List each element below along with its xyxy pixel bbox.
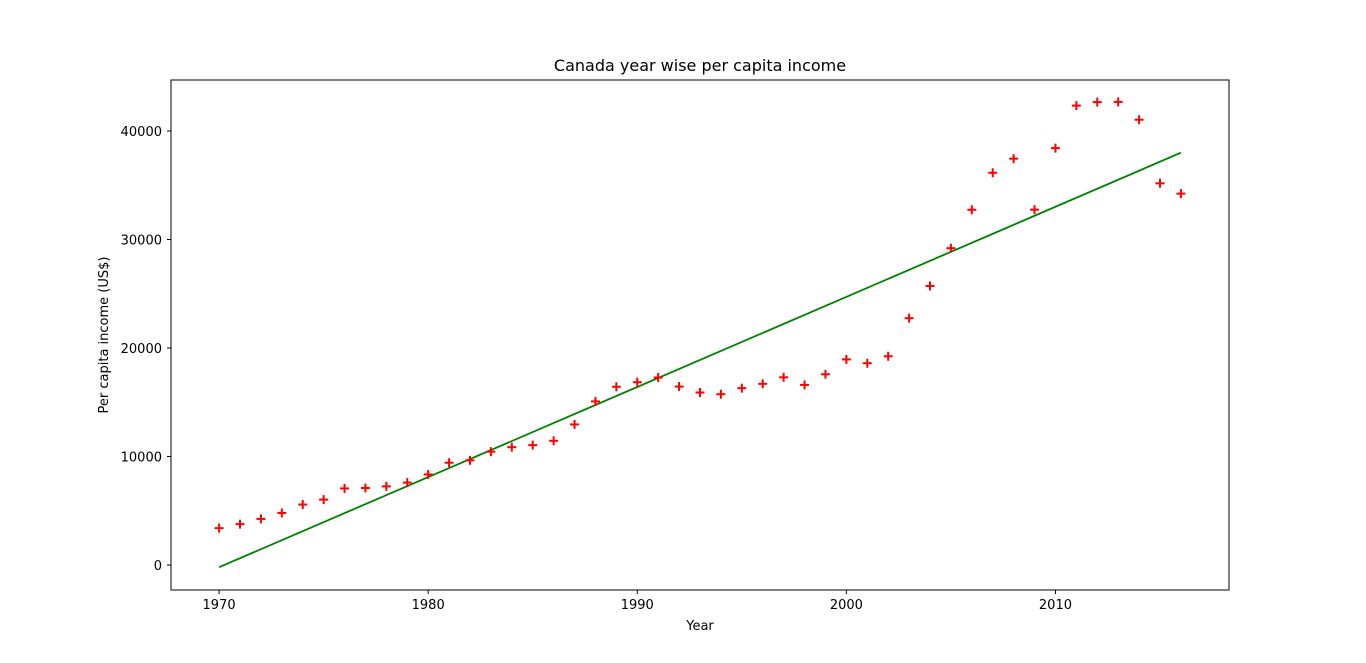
data-point xyxy=(465,455,475,465)
data-point xyxy=(695,388,705,398)
y-axis: 0 10000 20000 30000 40000 xyxy=(121,125,171,574)
data-point xyxy=(611,382,621,392)
data-point xyxy=(1176,189,1186,199)
data-point xyxy=(883,351,893,361)
data-point xyxy=(360,483,370,493)
y-tick-label: 10000 xyxy=(121,451,162,466)
data-point xyxy=(820,369,830,379)
data-point xyxy=(507,442,517,452)
x-tick-label: 1980 xyxy=(412,598,445,613)
series-layer xyxy=(214,97,1186,569)
data-point xyxy=(716,389,726,399)
y-tick-label: 40000 xyxy=(121,125,162,140)
data-point xyxy=(904,313,914,323)
data-point xyxy=(402,478,412,488)
data-point xyxy=(946,243,956,253)
data-point xyxy=(925,281,935,291)
data-point xyxy=(340,483,350,493)
x-tick-label: 1990 xyxy=(621,598,654,613)
plot-area xyxy=(170,79,1230,591)
data-point xyxy=(653,373,663,383)
data-point xyxy=(214,523,224,533)
data-point xyxy=(319,495,329,505)
y-tick-label: 30000 xyxy=(121,234,162,249)
data-point xyxy=(1113,97,1123,107)
data-point xyxy=(779,372,789,382)
data-point xyxy=(841,354,851,364)
data-point xyxy=(674,382,684,392)
x-axis: 1970 1980 1990 2000 2010 xyxy=(203,590,1072,613)
data-point xyxy=(298,499,308,509)
data-point xyxy=(737,383,747,393)
data-point xyxy=(549,436,559,446)
data-point xyxy=(862,358,872,368)
data-point xyxy=(1134,115,1144,125)
x-tick-label: 2010 xyxy=(1039,598,1072,613)
data-point xyxy=(486,447,496,457)
data-point xyxy=(988,168,998,178)
y-axis-label: Per capita income (US$) xyxy=(97,257,112,414)
y-tick-label: 0 xyxy=(154,559,162,574)
data-point xyxy=(423,469,433,479)
y-tick-label: 20000 xyxy=(121,342,162,357)
data-point xyxy=(444,458,454,468)
data-point xyxy=(967,205,977,215)
data-point xyxy=(758,379,768,389)
data-point xyxy=(235,519,245,529)
chart-title: Canada year wise per capita income xyxy=(554,56,846,75)
data-point xyxy=(381,481,391,491)
data-point xyxy=(1030,205,1040,215)
x-tick-label: 2000 xyxy=(830,598,863,613)
data-point xyxy=(590,396,600,406)
data-point xyxy=(570,419,580,429)
x-axis-label: Year xyxy=(685,619,714,634)
data-point xyxy=(528,440,538,450)
data-point xyxy=(800,380,810,390)
data-point xyxy=(1009,154,1019,164)
x-tick-label: 1970 xyxy=(203,598,236,613)
data-point xyxy=(1050,143,1060,153)
data-point xyxy=(1155,178,1165,188)
data-point xyxy=(1092,97,1102,107)
data-point xyxy=(1071,101,1081,111)
data-point xyxy=(277,508,287,518)
data-point xyxy=(256,514,266,524)
data-point xyxy=(632,377,642,387)
trend-line xyxy=(218,151,1182,569)
